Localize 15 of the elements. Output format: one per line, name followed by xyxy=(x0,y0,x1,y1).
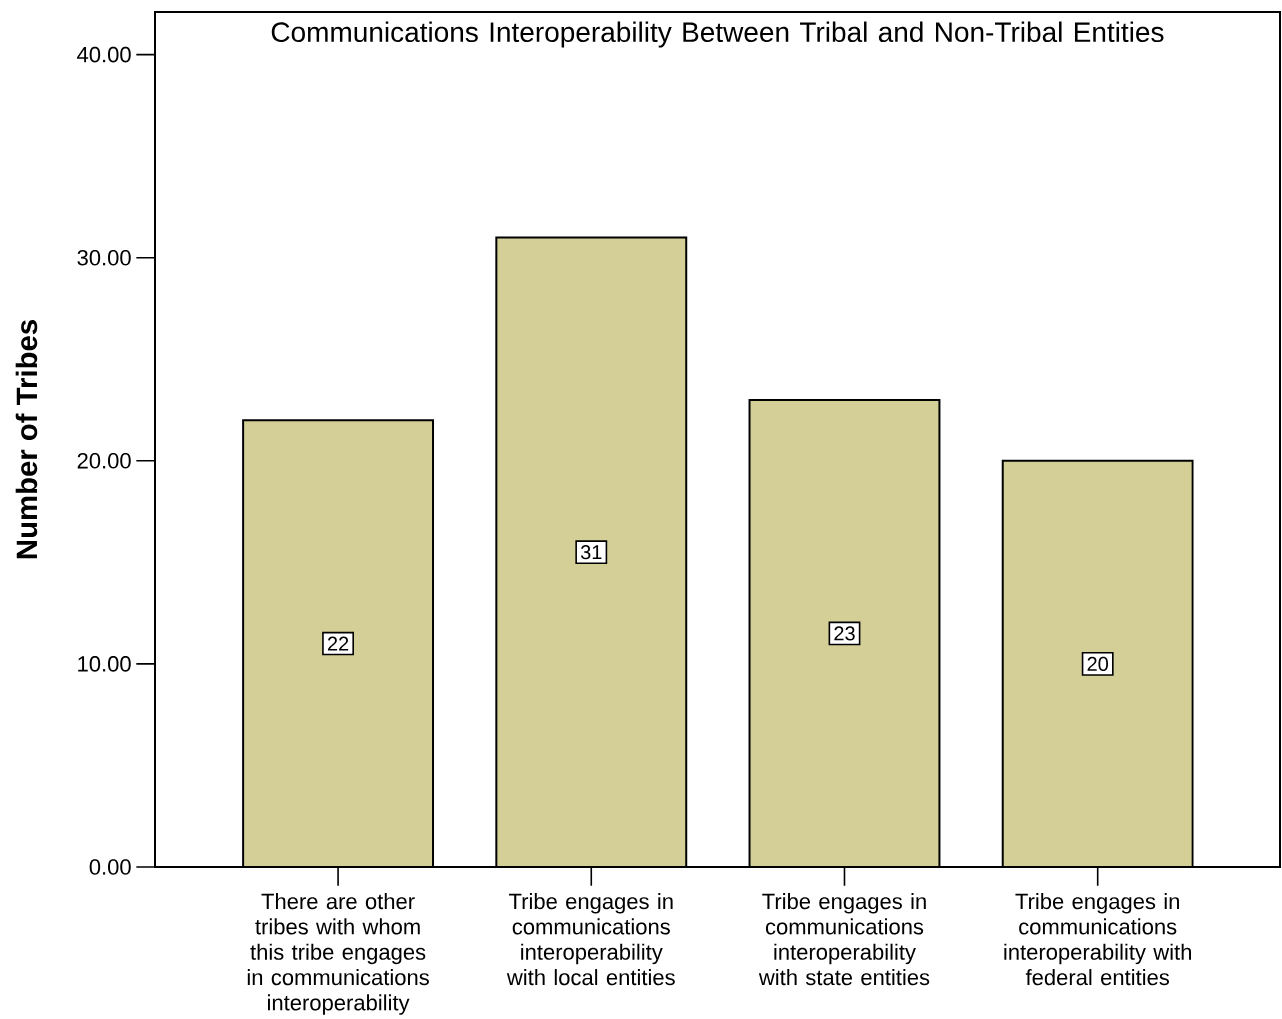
y-tick-label: 40.00 xyxy=(77,46,131,63)
x-tick-label: Tribe engages in communications interoperability with local entities xyxy=(506,893,675,986)
data-label: 20 xyxy=(1087,656,1109,671)
x-tick-label: There are other tribes with whom this tribe engages in communications interoperability xyxy=(247,893,429,1015)
x-tick-label: Tribe engages in communications interoperability with state entities xyxy=(758,893,930,986)
y-tick-label: 0.00 xyxy=(89,859,131,875)
y-axis-title: Number of Tribes xyxy=(15,320,38,559)
x-tick-label: Tribe engages in communications interoperability with federal entities xyxy=(1004,893,1191,986)
data-label: 31 xyxy=(580,545,602,560)
data-label: 22 xyxy=(327,636,349,651)
data-label: 23 xyxy=(834,626,855,641)
chart-title: Communications Interoperability Between Tribal and Non-Tribal Entities xyxy=(271,21,1164,48)
y-tick-label: 20.00 xyxy=(77,453,131,469)
y-tick-label: 10.00 xyxy=(78,656,131,672)
y-tick-label: 30.00 xyxy=(77,249,131,266)
